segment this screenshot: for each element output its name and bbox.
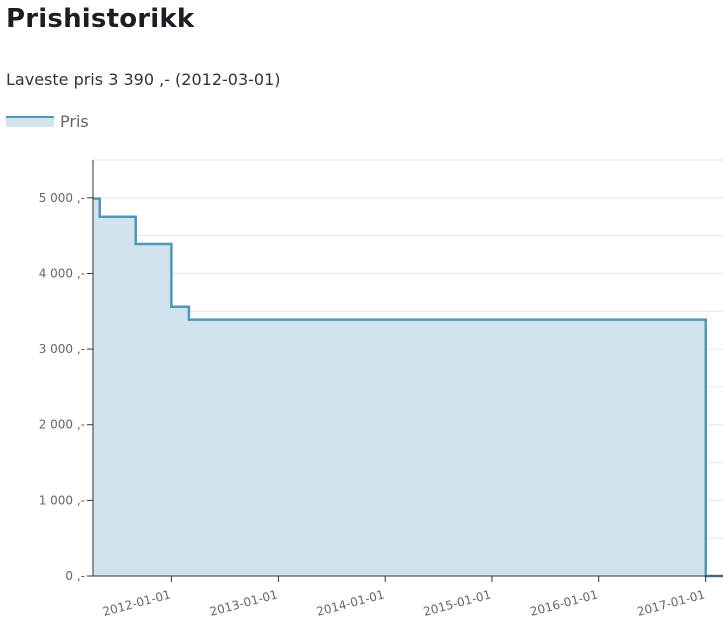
legend-label-pris: Pris [60, 112, 89, 131]
y-tick-label: 3 000 ,- [39, 342, 85, 356]
y-tick-label: 4 000 ,- [39, 266, 85, 280]
page-title: Prishistorikk [6, 4, 195, 34]
lowest-price-value: 3 390 ,- [108, 70, 170, 89]
series-line-pris [93, 197, 723, 578]
y-tick-label: 1 000 ,- [39, 493, 85, 507]
x-tick-label: 2017-01-01 [636, 587, 707, 619]
price-history-chart[interactable]: 0 ,- 1 000 ,- 2 000 ,- 3 000 ,- 4 000 ,- 5 00… [0, 150, 723, 635]
lowest-price-label: Laveste pris [6, 70, 104, 89]
x-tick-label: 2013-01-01 [208, 587, 279, 619]
legend-swatch-pris [6, 116, 54, 127]
series-area-pris [93, 198, 723, 576]
x-tick-label: 2016-01-01 [528, 587, 599, 619]
y-tick-label: 0 ,- [65, 569, 85, 583]
lowest-price-summary: Laveste pris 3 390 ,- (2012-03-01) [6, 70, 281, 89]
lowest-price-date: (2012-03-01) [175, 70, 281, 89]
chart-legend[interactable]: Pris [6, 112, 89, 131]
x-tick-label: 2012-01-01 [101, 587, 172, 619]
y-tick-label: 5 000 ,- [39, 191, 85, 205]
x-tick-label: 2014-01-01 [315, 587, 386, 619]
x-tick-label: 2015-01-01 [422, 587, 493, 619]
series-pris [93, 197, 723, 578]
y-tick-label: 2 000 ,- [39, 418, 85, 432]
